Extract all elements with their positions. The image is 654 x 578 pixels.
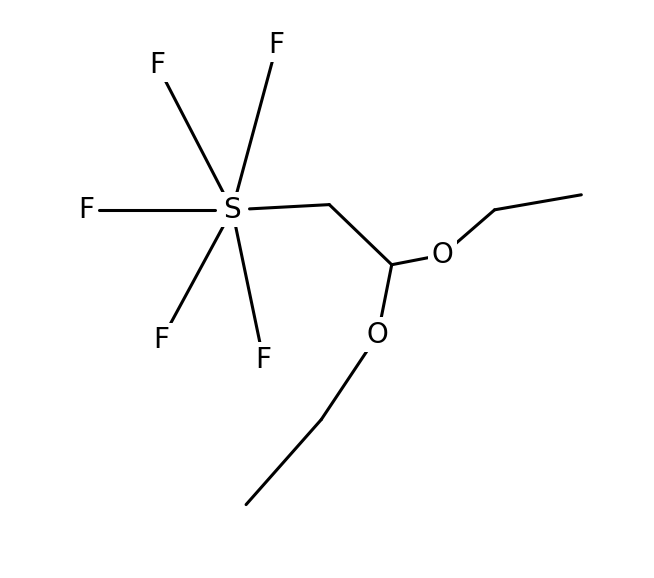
Text: F: F [269, 31, 284, 59]
Text: O: O [367, 321, 388, 349]
Text: F: F [149, 51, 165, 79]
Text: O: O [432, 241, 453, 269]
Text: F: F [154, 326, 169, 354]
Text: F: F [78, 196, 95, 224]
Text: S: S [224, 196, 241, 224]
Text: F: F [256, 346, 271, 373]
